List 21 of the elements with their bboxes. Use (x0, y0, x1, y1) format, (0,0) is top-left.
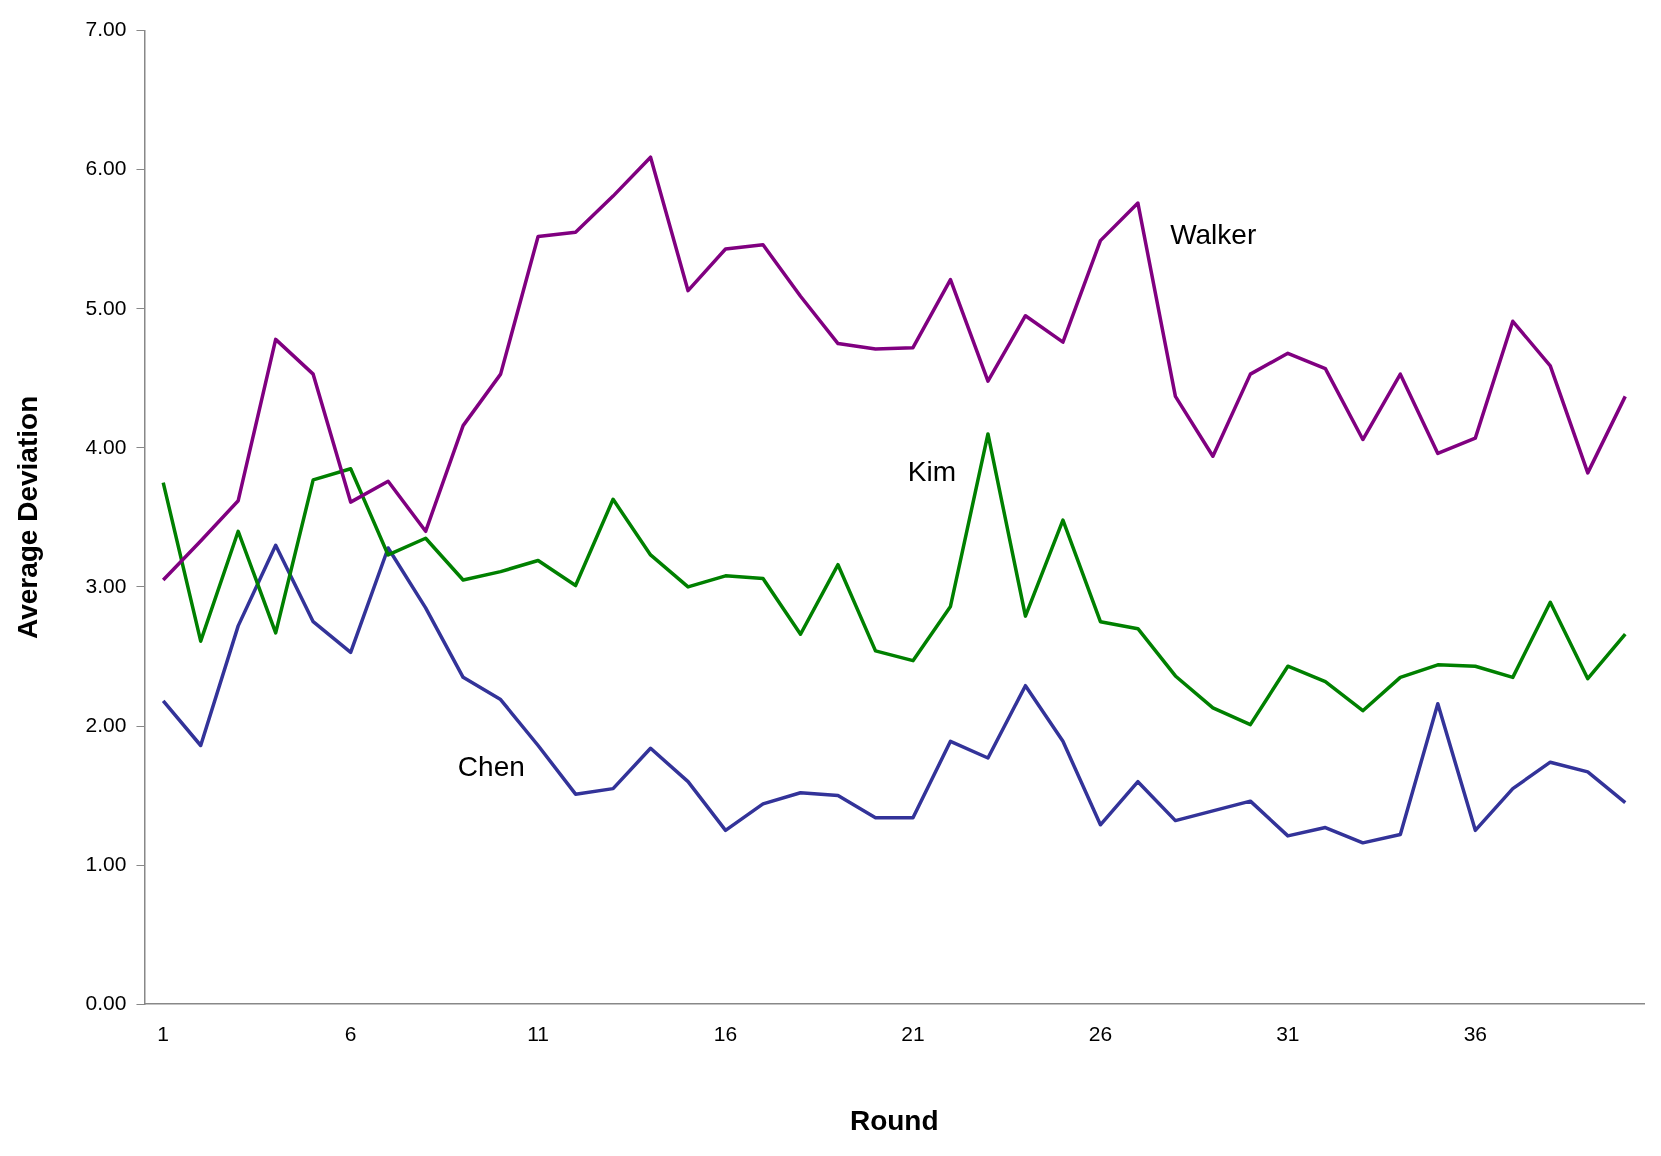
series-label: Walker (1170, 218, 1257, 250)
series-label: Kim (907, 456, 956, 488)
x-tick-label: 26 (1088, 1021, 1113, 1045)
y-tick-label: 5.00 (85, 295, 127, 319)
y-tick-label: 3.00 (85, 573, 127, 597)
x-axis-title: Round (849, 1104, 939, 1136)
x-tick-label: 36 (1463, 1021, 1487, 1045)
x-tick-label: 1 (157, 1021, 170, 1045)
x-tick-label: 31 (1276, 1021, 1300, 1045)
y-tick-label: 7.00 (85, 17, 127, 41)
x-tick-label: 16 (713, 1021, 738, 1045)
y-tick-label: 1.00 (85, 851, 127, 875)
y-tick-label: 6.00 (85, 156, 127, 180)
series-label: Chen (457, 751, 525, 783)
x-tick-label: 6 (344, 1021, 357, 1045)
x-tick-label: 11 (527, 1021, 549, 1045)
y-tick-label: 2.00 (85, 712, 127, 736)
y-tick-label: 0.00 (85, 991, 127, 1014)
y-axis-title: Average Deviation (11, 395, 43, 640)
x-tick-label: 21 (901, 1021, 925, 1045)
y-tick-label: 4.00 (85, 434, 127, 458)
